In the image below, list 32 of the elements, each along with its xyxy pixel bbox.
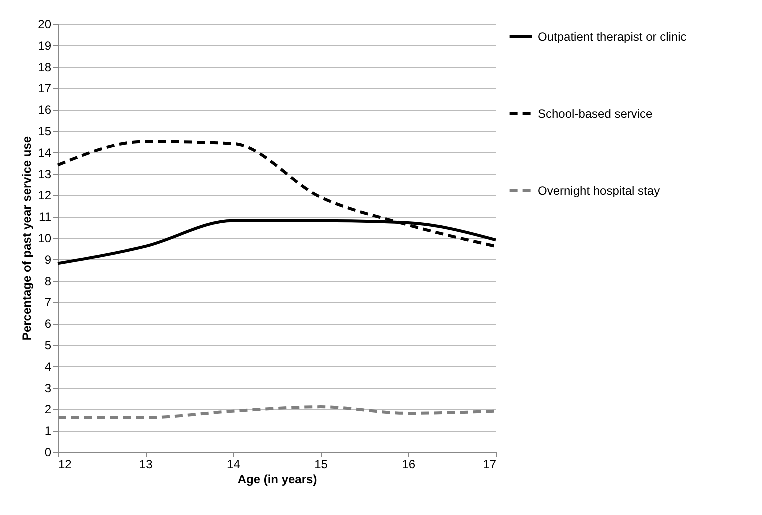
y-tick-label: 3: [44, 381, 52, 396]
legend-label: Overnight hospital stay: [538, 184, 660, 198]
y-tick-label: 15: [38, 124, 52, 138]
y-tick-label: 0: [44, 446, 52, 460]
legend-label: School-based service: [538, 107, 654, 121]
x-tick-label: 12: [58, 458, 72, 472]
y-tick-label: 2: [44, 402, 52, 417]
x-tick-label: 14: [227, 458, 241, 472]
y-tick-label: 4: [44, 360, 52, 374]
x-tick-label: 15: [314, 458, 328, 472]
y-tick-label: 9: [44, 252, 52, 267]
y-tick-label: 13: [38, 167, 52, 182]
y-tick-label: 18: [38, 60, 52, 74]
y-tick-label: 7: [44, 296, 52, 310]
legend-label: Outpatient therapist or clinic: [538, 30, 687, 44]
y-tick-label: 16: [38, 103, 52, 118]
y-tick-label: 19: [38, 38, 52, 53]
y-tick-label: 5: [44, 338, 52, 352]
y-tick-label: 12: [38, 188, 52, 203]
x-tick-label: 17: [483, 458, 497, 472]
x-axis-title: Age (in years): [238, 472, 318, 486]
y-tick-label: 1: [44, 424, 52, 438]
y-axis-title: Percentage of past year service use: [20, 136, 34, 341]
y-tick-label: 10: [38, 232, 52, 246]
y-tick-label: 17: [38, 82, 52, 96]
y-tick-label: 11: [39, 210, 52, 224]
y-tick-label: 8: [44, 274, 52, 288]
y-tick-label: 6: [44, 317, 52, 332]
x-tick-label: 13: [139, 458, 154, 472]
y-tick-label: 14: [38, 146, 52, 160]
y-tick-label: 20: [38, 18, 52, 32]
x-tick-label: 16: [402, 458, 416, 472]
